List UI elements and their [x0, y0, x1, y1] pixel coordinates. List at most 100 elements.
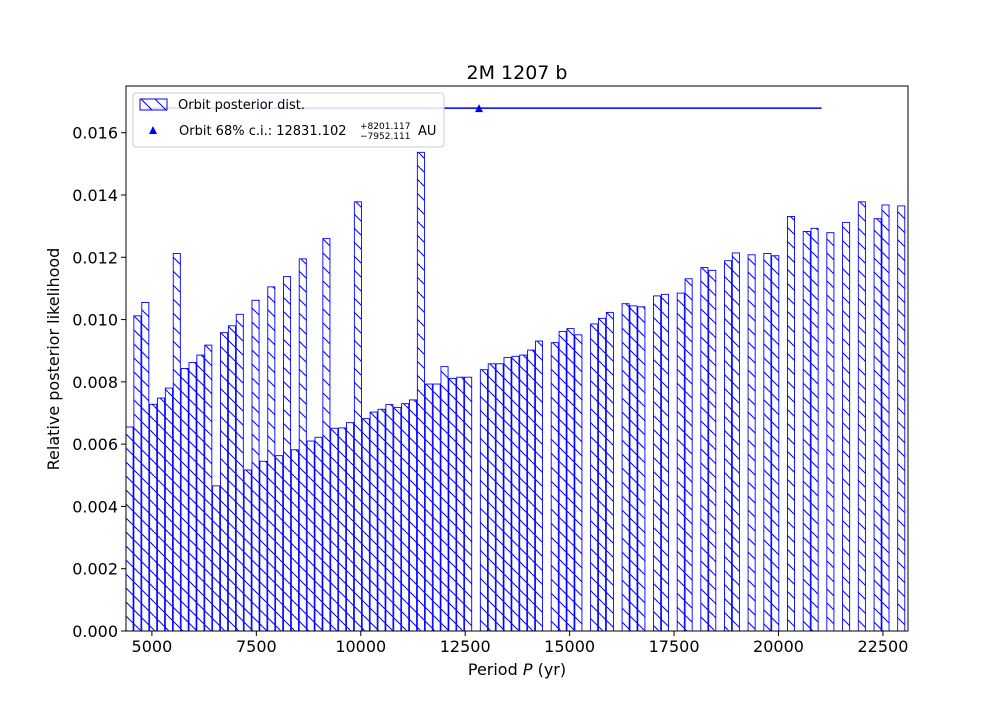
histogram-bar: [826, 232, 835, 631]
histogram-bar: [204, 344, 213, 631]
histogram-bar: [243, 469, 252, 631]
histogram-bar: [842, 221, 851, 631]
legend-ci-plus: +8201.117: [360, 122, 410, 132]
histogram-bar: [456, 376, 465, 631]
histogram-bar: [227, 325, 236, 631]
y-tick-label: 0.000: [72, 622, 118, 641]
x-tick-label: 20000: [753, 637, 804, 656]
x-tick-label: 15000: [544, 637, 595, 656]
histogram-bar: [416, 151, 425, 631]
histogram-bar: [251, 299, 260, 631]
histogram-bar: [653, 295, 662, 631]
legend-ci-unit: AU: [418, 124, 436, 139]
histogram-bar: [857, 201, 866, 631]
x-tick-label: 5000: [132, 637, 173, 656]
histogram-bar: [731, 252, 740, 631]
y-axis-ticks: 0.000 0.002 0.004 0.006 0.008 0.010 0.012 0.014…: [72, 124, 126, 641]
histogram-bar: [283, 276, 292, 631]
histogram-bar: [267, 286, 276, 631]
histogram-bar: [196, 354, 205, 631]
histogram-bar: [298, 258, 307, 631]
histogram-bar: [574, 334, 583, 631]
histogram-bar: [157, 397, 166, 631]
x-tick-label: 12500: [440, 637, 491, 656]
histogram-bar: [141, 301, 150, 631]
histogram-bar: [637, 306, 646, 631]
histogram-bar: [188, 362, 197, 631]
histogram-bar: [164, 387, 173, 631]
legend-box: [132, 92, 445, 148]
histogram-bar: [149, 403, 158, 631]
histogram-bar: [503, 357, 512, 631]
histogram-bar: [487, 363, 496, 631]
x-tick-label: 17500: [649, 637, 700, 656]
histogram-bar: [511, 355, 520, 631]
histogram-bar: [353, 201, 362, 631]
histogram-bar: [259, 460, 268, 631]
histogram-bar: [361, 418, 370, 631]
histogram-bar: [810, 227, 819, 631]
histogram-bar: [464, 376, 473, 631]
legend-hist-swatch: [139, 98, 168, 111]
x-axis-label: Period P (yr): [468, 660, 566, 679]
histogram-bar: [235, 313, 244, 631]
histogram-bar: [873, 218, 882, 631]
histogram-bar: [180, 368, 189, 631]
histogram-bar: [275, 455, 284, 631]
histogram-bar: [322, 238, 331, 631]
histogram-bar: [424, 383, 433, 631]
legend-ci-marker: [149, 126, 157, 134]
histogram-bar: [290, 449, 299, 631]
histogram-bar: [479, 369, 488, 631]
histogram-bar: [676, 292, 685, 631]
histogram-bar: [314, 436, 323, 631]
histogram-bar: [346, 422, 355, 631]
legend-ci-label: Orbit 68% c.i.: 12831.102: [179, 124, 347, 139]
histogram-bar: [771, 255, 780, 631]
histogram-bar: [605, 311, 614, 631]
histogram-bar: [126, 426, 134, 631]
x-tick-label: 10000: [335, 637, 386, 656]
histogram-bar: [684, 278, 693, 631]
histogram-bar: [747, 254, 756, 631]
histogram-bar: [440, 366, 449, 631]
legend-ci-value: Orbit 68% c.i.: 12831.102: [179, 124, 347, 139]
y-tick-label: 0.008: [72, 373, 118, 392]
histogram-bar: [897, 205, 906, 631]
histogram-bar: [550, 342, 559, 631]
y-tick-label: 0.016: [72, 124, 118, 143]
x-tick-label: 7500: [236, 637, 277, 656]
histogram-bar: [385, 404, 394, 631]
histogram-bar: [700, 267, 709, 631]
ci-marker: [475, 104, 484, 113]
histogram-bar: [212, 485, 221, 631]
histogram-bar: [133, 315, 142, 631]
histogram-bar: [369, 411, 378, 631]
histogram-bar: [786, 216, 795, 631]
histogram-bar: [172, 253, 181, 631]
y-tick-label: 0.004: [72, 497, 118, 516]
histogram-bar: [621, 303, 630, 631]
histogram-bar: [881, 204, 890, 631]
histogram-bar: [558, 330, 567, 631]
y-tick-label: 0.010: [72, 311, 118, 330]
y-tick-label: 0.014: [72, 186, 118, 205]
histogram-bar: [220, 332, 229, 631]
y-tick-label: 0.002: [72, 560, 118, 579]
histogram-bar: [629, 305, 638, 631]
y-axis-label: Relative posterior likelihood: [44, 248, 63, 471]
histogram-bar: [330, 427, 339, 631]
histogram-bar: [566, 328, 575, 631]
y-tick-label: 0.012: [72, 248, 118, 267]
histogram-bar: [401, 403, 410, 631]
histogram-bars: [126, 151, 906, 631]
histogram-bar: [338, 427, 347, 631]
x-axis-ticks: 5000 7500 10000 12500 15000 17500 20000 22500: [132, 631, 908, 656]
histogram-bar: [598, 317, 607, 631]
histogram-bar: [763, 253, 772, 631]
y-tick-label: 0.006: [72, 435, 118, 454]
histogram-bar: [590, 323, 599, 631]
legend-hist-label: Orbit posterior dist.: [178, 98, 305, 113]
histogram-bar: [409, 399, 418, 631]
histogram-bar: [724, 260, 733, 631]
